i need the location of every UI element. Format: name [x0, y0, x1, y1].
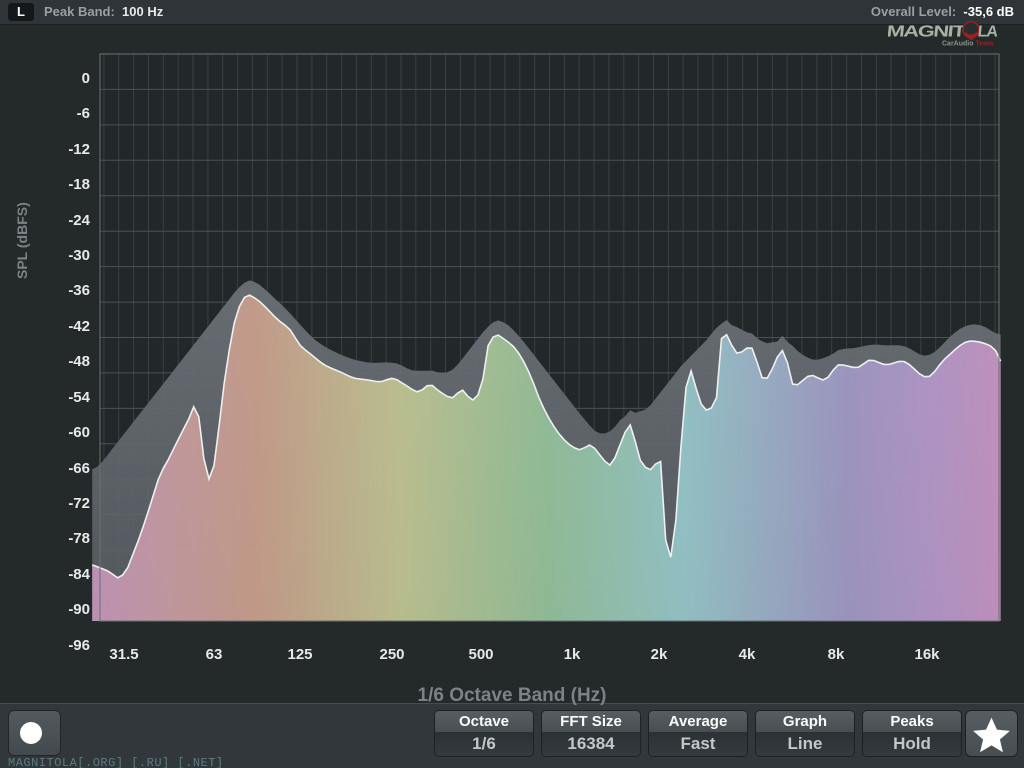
- svg-text:LA: LA: [977, 23, 1000, 41]
- svg-text:MAGNIT: MAGNIT: [888, 23, 967, 41]
- svg-text:CarAudio Team: CarAudio Team: [942, 40, 993, 47]
